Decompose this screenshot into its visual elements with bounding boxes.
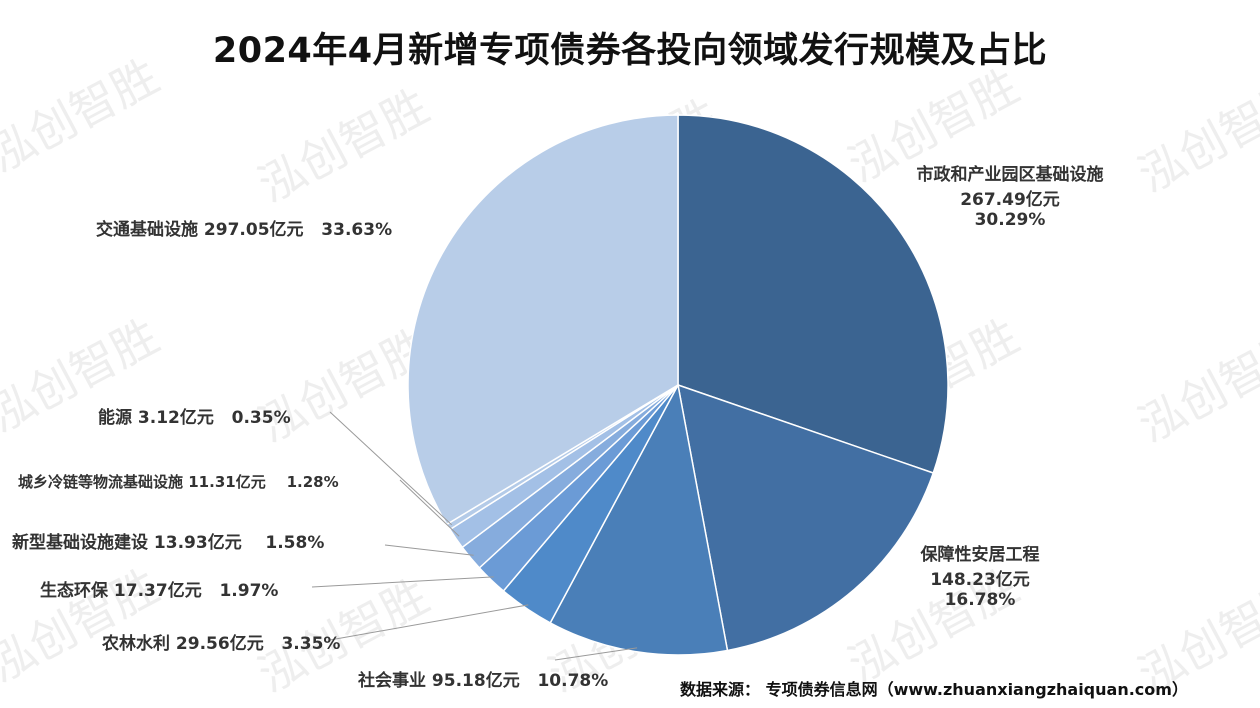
slice-label-logistics: 城乡冷链等物流基础设施 11.31亿元 1.28% [18,471,339,492]
slice-label-percent: 33.63% [321,220,393,240]
slice-label-percent: 10.78% [537,671,609,691]
slice-label-percent: 1.58% [265,533,325,553]
pie-slice [549,382,729,656]
slice-label-municipal: 市政和产业园区基础设施 267.49亿元 30.29% [880,160,1140,230]
slice-label-percent: 1.97% [219,581,279,601]
slice-label-agri: 农林水利 29.56亿元 3.35% [102,629,340,654]
pie-slice [677,383,935,652]
leader-line [329,411,453,526]
data-source-note: 数据来源： 专项债券信息网（www.zhuanxiangzhaiquan.com… [680,680,1188,699]
slice-label-transport: 交通基础设施 297.05亿元 33.63% [96,215,392,240]
slice-label-value: 29.56亿元 [175,634,264,654]
slice-label-value: 148.23亿元 [930,570,1030,590]
slice-label-name: 生态环保 [40,581,108,601]
slice-label-value: 95.18亿元 [431,671,520,691]
slice-label-name: 农林水利 [102,634,170,654]
leader-line [329,604,529,641]
slice-label-name: 社会事业 [358,671,426,691]
slice-label-social: 社会事业 95.18亿元 10.78% [358,666,608,691]
slice-label-name: 市政和产业园区基础设施 [916,165,1104,185]
slice-label-energy: 能源 3.12亿元 0.35% [98,403,291,428]
slice-label-newinfra: 新型基础设施建设 13.93亿元 1.58% [12,528,324,553]
slice-label-value: 267.49亿元 [960,190,1060,210]
slice-label-housing: 保障性安居工程 148.23亿元 16.78% [880,540,1080,610]
slice-label-value: 3.12亿元 [137,408,214,428]
slice-label-name: 交通基础设施 [96,220,198,240]
pie-slice [677,114,949,474]
leader-line [311,576,494,588]
slice-label-name: 保障性安居工程 [920,545,1040,565]
pie-slice [407,114,679,526]
slice-label-percent: 30.29% [974,210,1046,230]
leader-line [384,544,474,556]
slice-label-percent: 0.35% [231,408,291,428]
slice-label-percent: 3.35% [281,634,341,654]
slice-label-value: 17.37亿元 [113,581,202,601]
slice-label-eco: 生态环保 17.37亿元 1.97% [40,576,278,601]
slice-label-percent: 16.78% [944,590,1016,610]
leader-line [399,479,460,537]
slice-label-value: 11.31亿元 [188,473,266,491]
chart-title: 2024年4月新增专项债券各投向领域发行规模及占比 [212,31,1048,71]
slice-label-name: 新型基础设施建设 [12,533,148,553]
slice-label-name: 能源 [98,408,132,428]
slice-label-name: 城乡冷链等物流基础设施 [18,473,184,491]
slice-label-value: 13.93亿元 [153,533,242,553]
leader-line [554,647,638,661]
slice-label-percent: 1.28% [286,473,339,491]
slice-label-value: 297.05亿元 [203,220,304,240]
